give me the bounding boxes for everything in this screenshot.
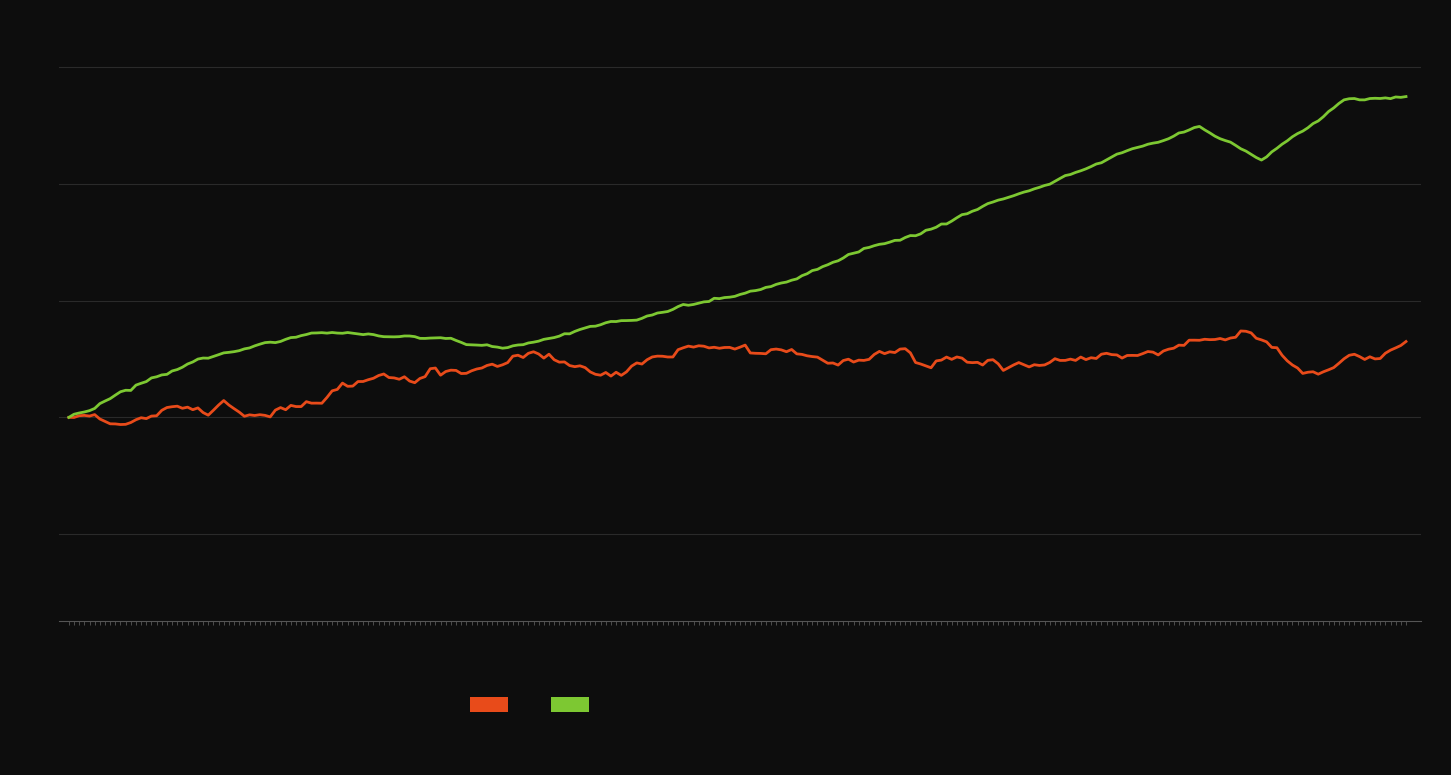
Legend: , : , xyxy=(464,691,608,719)
